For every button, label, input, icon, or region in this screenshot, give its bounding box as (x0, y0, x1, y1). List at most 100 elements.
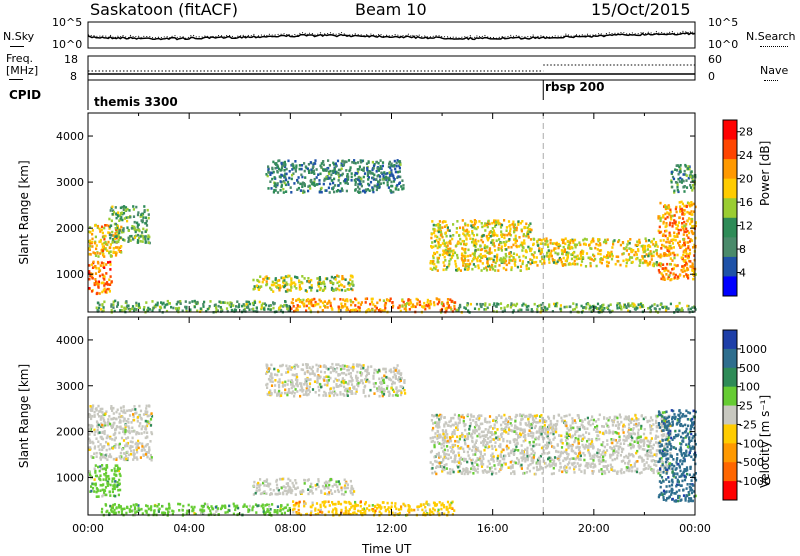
heatmap-cell (487, 239, 489, 242)
heatmap-cell (508, 253, 510, 256)
heatmap-cell (275, 189, 277, 192)
heatmap-cell (431, 233, 433, 236)
heatmap-cell (114, 480, 116, 483)
heatmap-cell (676, 169, 678, 172)
heatmap-cell (672, 242, 674, 245)
heatmap-cell (681, 222, 683, 225)
heatmap-cell (316, 277, 318, 280)
heatmap-cell (671, 186, 673, 189)
heatmap-cell (521, 304, 523, 307)
heatmap-cell (314, 178, 316, 181)
heatmap-cell (399, 512, 401, 515)
heatmap-cell (445, 249, 447, 252)
heatmap-cell (201, 505, 203, 508)
heatmap-cell (692, 184, 694, 187)
heatmap-cell (482, 262, 484, 265)
heatmap-cell (274, 167, 276, 170)
heatmap-cell (551, 255, 553, 258)
heatmap-cell (102, 494, 104, 497)
heatmap-cell (274, 384, 276, 387)
heatmap-cell (158, 510, 160, 513)
heatmap-cell (126, 451, 128, 454)
heatmap-cell (333, 380, 335, 383)
heatmap-cell (655, 249, 657, 252)
heatmap-cell (326, 493, 328, 496)
heatmap-cell (265, 492, 267, 495)
heatmap-cell (287, 380, 289, 383)
heatmap-cell (110, 224, 112, 227)
heatmap-cell (117, 241, 119, 244)
heatmap-cell (416, 303, 418, 306)
heatmap-cell (656, 252, 658, 255)
heatmap-cell (120, 216, 122, 219)
heatmap-cell (583, 306, 585, 309)
heatmap-cell (606, 254, 608, 257)
heatmap-cell (332, 503, 334, 506)
heatmap-cell (447, 511, 449, 514)
heatmap-cell (496, 239, 498, 242)
heatmap-cell (233, 505, 235, 508)
heatmap-cell (215, 506, 217, 509)
heatmap-cell (397, 379, 399, 382)
heatmap-cell (564, 263, 566, 266)
heatmap-cell (299, 284, 301, 287)
heatmap-cell (273, 368, 275, 371)
heatmap-cell (130, 421, 132, 424)
heatmap-cell (439, 501, 441, 504)
heatmap-cell (692, 278, 694, 281)
heatmap-cell (576, 303, 578, 306)
heatmap-cell (98, 267, 100, 270)
heatmap-cell (295, 488, 297, 491)
heatmap-cell (318, 394, 320, 397)
heatmap-cell (387, 181, 389, 184)
heatmap-cell (277, 191, 279, 194)
heatmap-cell (477, 226, 479, 229)
heatmap-cell (594, 247, 596, 250)
heatmap-cell (391, 502, 393, 505)
heatmap-cell (99, 410, 101, 413)
heatmap-cell (400, 508, 402, 511)
heatmap-cell (355, 392, 357, 395)
heatmap-cell (339, 483, 341, 486)
heatmap-cell (345, 506, 347, 509)
heatmap-cell (352, 363, 354, 366)
heatmap-cell (106, 458, 108, 461)
heatmap-cell (89, 439, 91, 442)
heatmap-cell (168, 504, 170, 507)
heatmap-cell (394, 168, 396, 171)
heatmap-cell (104, 413, 106, 416)
heatmap-cell (97, 490, 99, 493)
heatmap-cell (326, 278, 328, 281)
heatmap-cell (383, 182, 385, 185)
heatmap-cell (625, 258, 627, 261)
heatmap-cell (323, 183, 325, 186)
heatmap-cell (433, 252, 435, 255)
heatmap-cell (676, 186, 678, 189)
heatmap-cell (546, 255, 548, 258)
heatmap-cell (345, 482, 347, 485)
heatmap-cell (304, 372, 306, 375)
heatmap-cell (99, 228, 101, 231)
heatmap-cell (357, 161, 359, 164)
heatmap-cell (224, 505, 226, 508)
heatmap-cell (529, 258, 531, 261)
heatmap-cell (680, 246, 682, 249)
heatmap-cell (465, 237, 467, 240)
heatmap-cell (332, 367, 334, 370)
heatmap-cell (325, 500, 327, 503)
heatmap-cell (120, 452, 122, 455)
heatmap-cell (686, 267, 688, 270)
heatmap-cell (504, 234, 506, 237)
heatmap-cell (118, 494, 120, 497)
heatmap-cell (486, 251, 488, 254)
heatmap-cell (299, 490, 301, 493)
heatmap-cell (330, 173, 332, 176)
heatmap-cell (654, 303, 656, 306)
heatmap-cell (337, 172, 339, 175)
heatmap-cell (437, 247, 439, 250)
heatmap-cell (148, 217, 150, 220)
heatmap-cell (337, 363, 339, 366)
heatmap-cell (96, 292, 98, 295)
heatmap-cell (615, 263, 617, 266)
heatmap-cell (448, 263, 450, 266)
